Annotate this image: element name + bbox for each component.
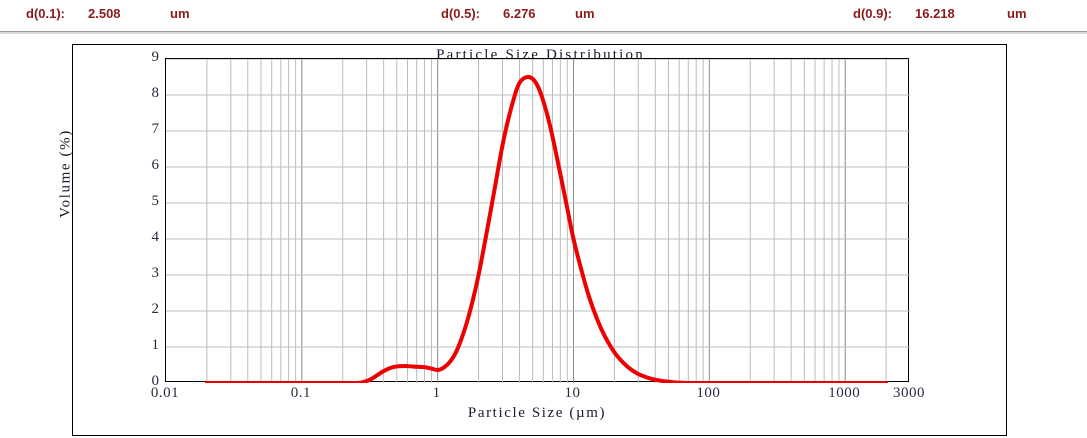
x-tick-0.01: 0.01 (150, 385, 180, 401)
stat-d05-unit: um (575, 6, 595, 21)
stat-d09: d(0.9): 16.218 um (853, 6, 1027, 21)
minor-gridlines (206, 59, 887, 383)
y-tick-6: 6 (151, 157, 160, 173)
y-tick-2: 2 (151, 301, 160, 317)
y-axis-label: Volume (%) (57, 129, 74, 218)
x-tick-1: 1 (432, 385, 441, 401)
x-tick-0.1: 0.1 (290, 385, 311, 401)
y-tick-9: 9 (151, 49, 160, 65)
stat-d01-value: 2.508 (88, 6, 121, 21)
plot-area (165, 58, 910, 383)
y-tick-8: 8 (151, 85, 160, 101)
x-tick-1000: 1000 (828, 385, 861, 401)
stat-d05: d(0.5): 6.276 um (441, 6, 595, 21)
percentile-stats-bar: d(0.1): 2.508 um d(0.5): 6.276 um d(0.9): 16.… (0, 0, 1087, 30)
stat-d09-value: 16.218 (915, 6, 955, 21)
stat-d01: d(0.1): 2.508 um (26, 6, 190, 21)
header-divider (0, 31, 1087, 34)
y-tick-4: 4 (151, 229, 160, 245)
x-tick-100: 100 (696, 385, 721, 401)
horizontal-gridlines (166, 59, 910, 348)
distribution-plot (166, 59, 910, 383)
stat-d05-value: 6.276 (503, 6, 536, 21)
major-gridlines (301, 59, 846, 383)
y-tick-7: 7 (151, 121, 160, 137)
y-tick-1: 1 (151, 337, 160, 353)
y-tick-3: 3 (151, 265, 160, 281)
stat-d09-unit: um (1007, 6, 1027, 21)
y-tick-0: 0 (151, 373, 160, 389)
x-tick-3000: 3000 (893, 385, 925, 401)
stat-d05-label: d(0.5): (441, 6, 480, 21)
x-axis-label: Particle Size (µm) (467, 405, 607, 421)
stat-d01-label: d(0.1): (26, 6, 65, 21)
volume-density-curve (204, 75, 889, 383)
stat-d01-unit: um (170, 6, 190, 21)
stat-d09-label: d(0.9): (853, 6, 892, 21)
x-tick-10: 10 (564, 385, 581, 401)
y-tick-5: 5 (151, 193, 160, 209)
